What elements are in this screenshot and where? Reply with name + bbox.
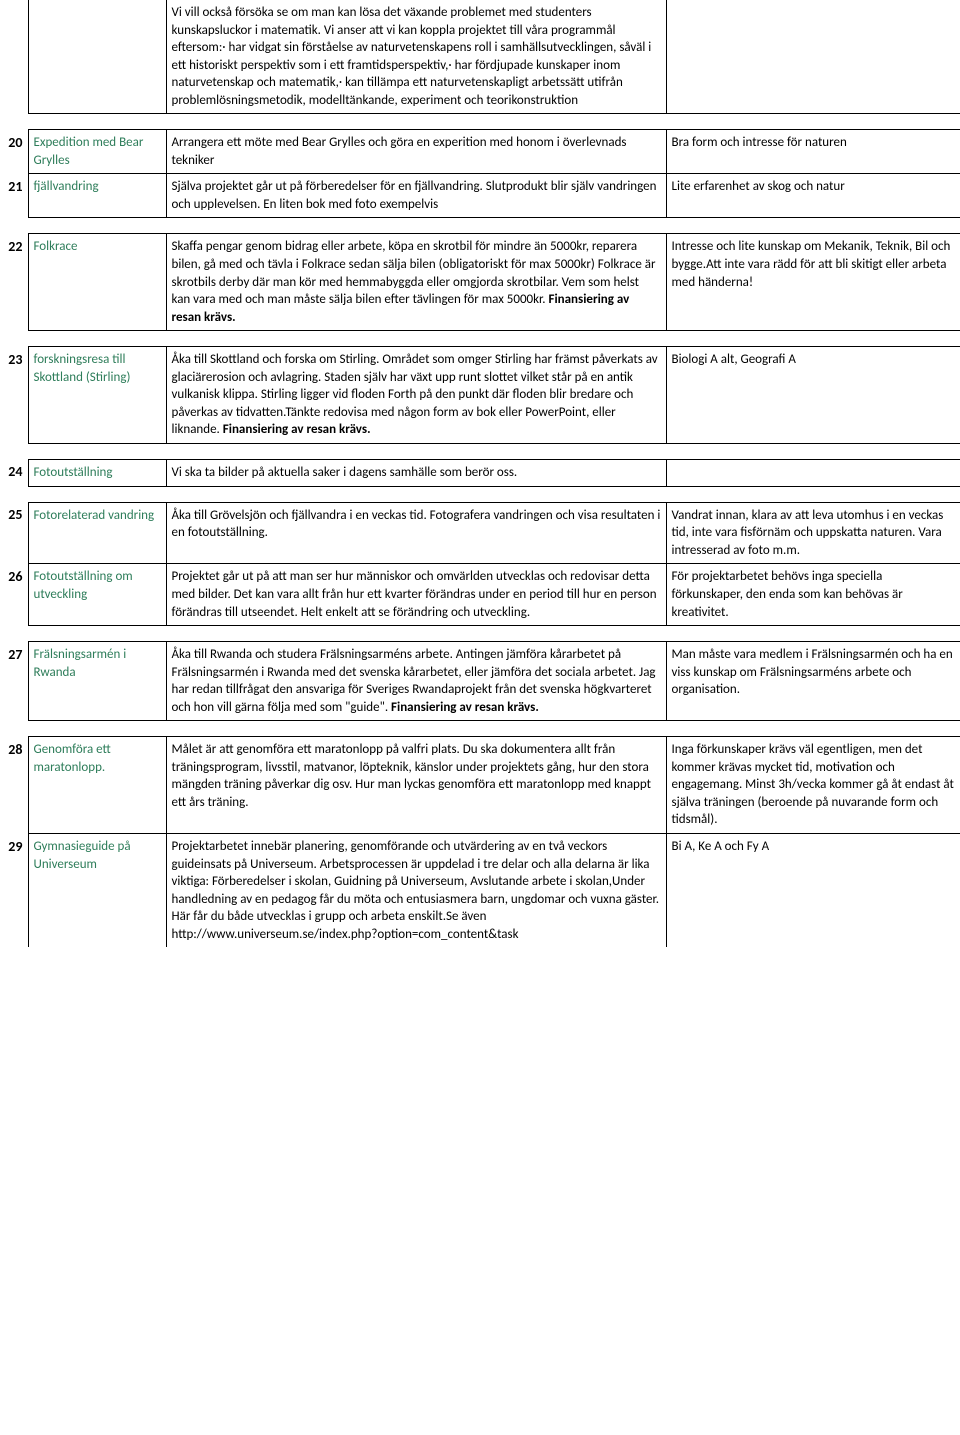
project-title-link[interactable]: Frälsningsarmén i Rwanda: [34, 647, 127, 680]
project-title-cell: fjällvandring: [28, 174, 166, 218]
project-title-link[interactable]: Gymnasieguide på Universeum: [34, 839, 131, 872]
project-table: Vi vill också försöka se om man kan lösa…: [0, 0, 960, 947]
project-req: Intresse och lite kunskap om Mekanik, Te…: [666, 234, 960, 331]
row-number: 22: [0, 234, 28, 331]
project-desc: Åka till Skottland och forska om Stirlin…: [166, 347, 666, 444]
table-row: 23 forskningsresa till Skottland (Stirli…: [0, 347, 960, 444]
project-title-cell: Fotorelaterad vandring: [28, 502, 166, 564]
row-number: 25: [0, 502, 28, 564]
project-desc: Projektet går ut på att man ser hur männ…: [166, 564, 666, 626]
project-title-cell: Fotoutställning: [28, 459, 166, 486]
project-req: Bi A, Ke A och Fy A: [666, 834, 960, 948]
table-row: 25 Fotorelaterad vandring Åka till Gröve…: [0, 502, 960, 564]
project-title-link[interactable]: Fotoutställning om utveckling: [34, 569, 133, 602]
table-row: 28 Genomföra ett maratonlopp. Målet är a…: [0, 737, 960, 834]
project-req: Man måste vara medlem i Frälsningsarmén …: [666, 642, 960, 721]
project-title-link[interactable]: Genomföra ett maratonlopp.: [34, 742, 111, 775]
row-number: 27: [0, 642, 28, 721]
project-req: Inga förkunskaper krävs väl egentligen, …: [666, 737, 960, 834]
project-req: Biologi A alt, Geografi A: [666, 347, 960, 444]
project-title-cell: Gymnasieguide på Universeum: [28, 834, 166, 948]
project-title-link[interactable]: fjällvandring: [34, 179, 99, 194]
row-number: 29: [0, 834, 28, 948]
table-row: 26 Fotoutställning om utveckling Projekt…: [0, 564, 960, 626]
table-row: 20 Expedition med Bear Grylles Arrangera…: [0, 130, 960, 174]
project-desc: Själva projektet går ut på förberedelser…: [166, 174, 666, 218]
row-number: 28: [0, 737, 28, 834]
project-title-link[interactable]: Fotorelaterad vandring: [34, 508, 155, 523]
row-number: 24: [0, 459, 28, 486]
table-row: 21 fjällvandring Själva projektet går ut…: [0, 174, 960, 218]
table-row: 24 Fotoutställning Vi ska ta bilder på a…: [0, 459, 960, 486]
row-number: 21: [0, 174, 28, 218]
project-title-link[interactable]: Expedition med Bear Grylles: [34, 135, 144, 168]
project-req: För projektarbetet behövs inga speciella…: [666, 564, 960, 626]
project-title-cell: Fotoutställning om utveckling: [28, 564, 166, 626]
project-req: Lite erfarenhet av skog och natur: [666, 174, 960, 218]
row-number: 26: [0, 564, 28, 626]
project-desc: Skaffa pengar genom bidrag eller arbete,…: [166, 234, 666, 331]
table-row: Vi vill också försöka se om man kan lösa…: [0, 0, 960, 114]
project-desc: Projektarbetet innebär planering, genomf…: [166, 834, 666, 948]
project-desc: Vi ska ta bilder på aktuella saker i dag…: [166, 459, 666, 486]
table-row: 27 Frälsningsarmén i Rwanda Åka till Rwa…: [0, 642, 960, 721]
project-title-cell: forskningsresa till Skottland (Stirling): [28, 347, 166, 444]
project-desc: Åka till Grövelsjön och fjällvandra i en…: [166, 502, 666, 564]
row-number: 23: [0, 347, 28, 444]
project-title-cell: Frälsningsarmén i Rwanda: [28, 642, 166, 721]
project-req: [666, 0, 960, 114]
project-title-cell: Folkrace: [28, 234, 166, 331]
table-row: 29 Gymnasieguide på Universeum Projektar…: [0, 834, 960, 948]
project-title-link[interactable]: forskningsresa till Skottland (Stirling): [34, 352, 131, 385]
project-req: Vandrat innan, klara av att leva utomhus…: [666, 502, 960, 564]
project-title-link[interactable]: Fotoutställning: [34, 465, 113, 480]
project-title-cell: Expedition med Bear Grylles: [28, 130, 166, 174]
project-desc: Åka till Rwanda och studera Frälsningsar…: [166, 642, 666, 721]
row-number: 20: [0, 130, 28, 174]
project-title-cell: Genomföra ett maratonlopp.: [28, 737, 166, 834]
project-desc: Arrangera ett möte med Bear Grylles och …: [166, 130, 666, 174]
table-row: 22 Folkrace Skaffa pengar genom bidrag e…: [0, 234, 960, 331]
row-number: [0, 0, 28, 114]
project-title-link[interactable]: Folkrace: [34, 239, 78, 254]
project-title-cell: [28, 0, 166, 114]
project-desc: Målet är att genomföra ett maratonlopp p…: [166, 737, 666, 834]
project-req: [666, 459, 960, 486]
project-desc: Vi vill också försöka se om man kan lösa…: [166, 0, 666, 114]
project-req: Bra form och intresse för naturen: [666, 130, 960, 174]
